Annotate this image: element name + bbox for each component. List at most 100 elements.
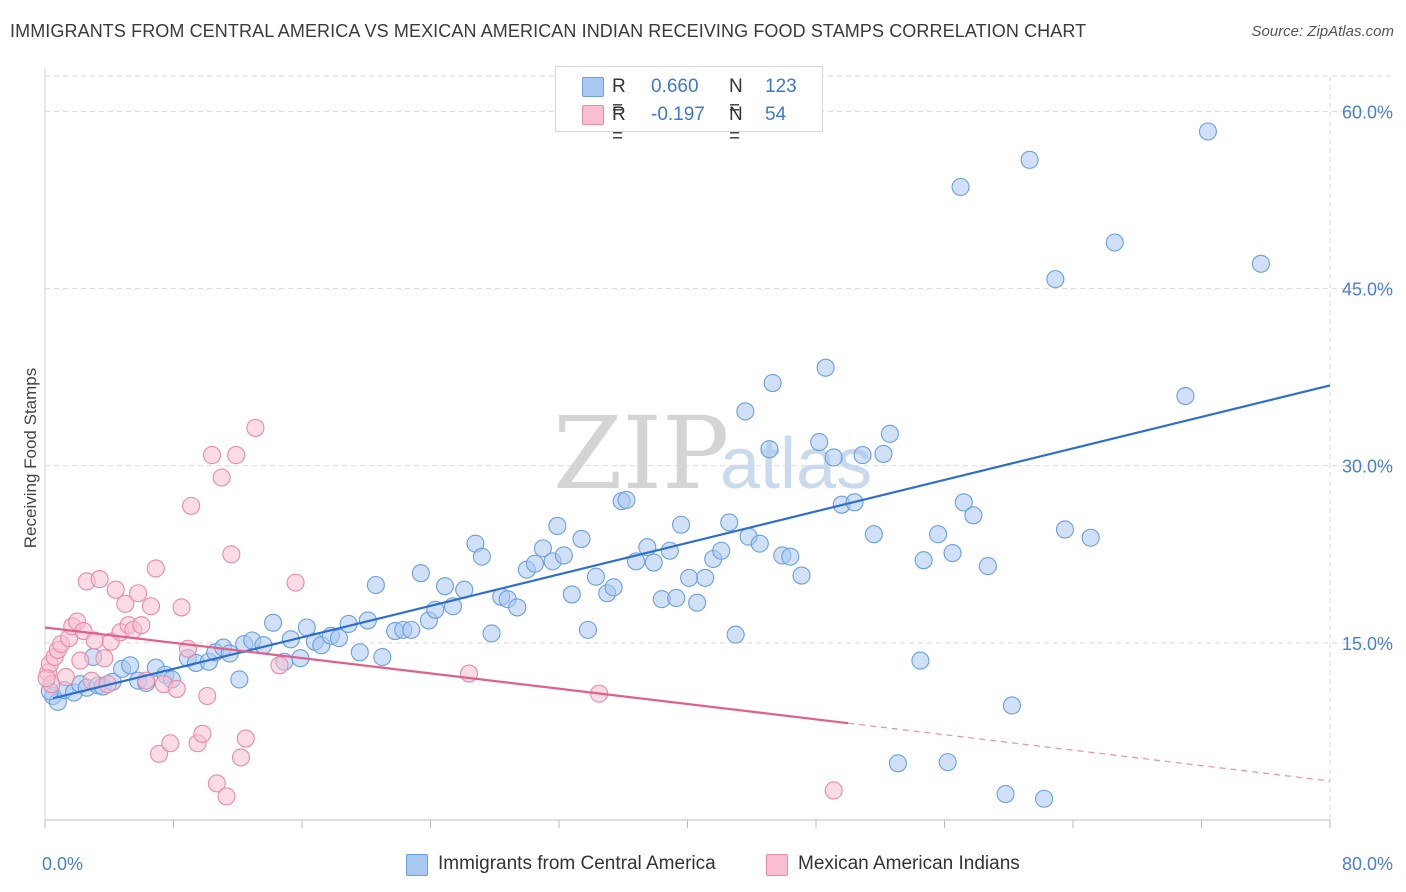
legend-n-label: N =	[729, 76, 743, 119]
data-point	[222, 545, 241, 564]
data-point	[554, 546, 573, 565]
data-point	[1020, 150, 1039, 169]
data-point	[996, 784, 1015, 804]
data-point	[270, 656, 289, 675]
bottom-legend-label: Immigrants from Central America	[438, 853, 716, 874]
legend-n-value: 54	[765, 104, 787, 125]
data-point	[951, 177, 970, 197]
y-tick-label: 15.0%	[1342, 634, 1393, 654]
legend-swatch-pink	[582, 105, 604, 125]
data-point	[90, 570, 109, 589]
data-point	[824, 781, 843, 800]
data-point	[533, 539, 552, 558]
data-point	[172, 598, 191, 617]
x-tick-label-max: 80.0%	[1342, 854, 1393, 874]
data-point	[680, 568, 699, 587]
data-point	[37, 669, 56, 688]
data-point	[129, 584, 148, 603]
data-point	[1046, 270, 1065, 289]
data-point	[720, 513, 739, 532]
data-point	[373, 647, 392, 667]
data-point	[141, 597, 161, 616]
series-central-america-points	[40, 122, 1270, 808]
data-point	[71, 651, 90, 670]
series-mexican-american-indian-points	[37, 418, 843, 806]
data-point	[193, 724, 212, 743]
watermark-atlas: atlas	[720, 424, 872, 504]
legend-r-label: R =	[612, 104, 626, 147]
legend-r-label: R =	[612, 76, 626, 119]
legend-n-value: 123	[765, 76, 797, 97]
data-point	[938, 753, 957, 772]
trend-line-mexican-american-indians	[44, 626, 849, 725]
data-point	[329, 629, 348, 648]
data-point	[572, 529, 591, 548]
y-axis-label: Receiving Food Stamps	[21, 368, 40, 548]
bottom-legend-label: Mexican American Indians	[798, 853, 1020, 874]
data-point	[763, 373, 782, 393]
data-point	[146, 559, 165, 578]
data-point	[1251, 254, 1270, 273]
data-point	[864, 525, 883, 544]
data-point	[781, 547, 800, 566]
data-point	[203, 446, 222, 465]
data-point	[132, 616, 151, 635]
data-point	[943, 544, 962, 563]
legend-n-label: N =	[729, 104, 743, 147]
legend-r-value: -0.197	[651, 104, 705, 125]
data-point	[562, 585, 581, 604]
trend-lines	[44, 384, 1331, 782]
data-point	[350, 643, 369, 662]
data-point	[1081, 528, 1100, 547]
data-point	[56, 668, 75, 687]
data-point	[264, 613, 283, 632]
data-point	[617, 490, 636, 510]
data-point	[472, 547, 491, 566]
data-point	[508, 598, 527, 617]
data-point	[644, 553, 663, 572]
grid-lines	[45, 75, 1395, 820]
data-point	[230, 670, 249, 689]
data-point	[874, 444, 893, 463]
data-point	[978, 557, 997, 576]
y-tick-label: 60.0%	[1342, 102, 1393, 122]
data-point	[1035, 789, 1054, 808]
data-point	[1055, 520, 1075, 539]
data-point	[286, 573, 305, 592]
data-point	[106, 580, 125, 599]
data-point	[586, 567, 605, 586]
data-point	[1198, 122, 1217, 141]
watermark-zip: ZIP	[553, 395, 729, 512]
data-point	[231, 748, 251, 767]
data-point	[964, 506, 983, 525]
y-tick-label: 30.0%	[1342, 457, 1393, 477]
data-point	[402, 620, 421, 639]
legend-swatch-blue	[582, 77, 604, 97]
trend-line-extension-mexican-american-indians	[848, 722, 1331, 782]
y-tick-label: 45.0%	[1342, 280, 1393, 300]
data-point	[736, 402, 755, 421]
correlation-legend: R = 0.660 N = 123 R = -0.197 N = 54	[555, 66, 823, 147]
data-point	[217, 787, 236, 806]
data-point	[548, 516, 567, 535]
data-point	[853, 446, 872, 465]
data-point	[880, 424, 899, 443]
data-point	[810, 433, 829, 452]
data-point	[161, 734, 180, 753]
data-point	[911, 651, 930, 670]
data-point	[149, 744, 169, 763]
data-point	[688, 593, 707, 612]
data-point	[672, 515, 691, 534]
legend-r-value: 0.660	[651, 76, 699, 97]
bottom-legend-swatch-blue	[406, 854, 428, 876]
watermark: ZIP atlas	[553, 395, 872, 512]
x-tick-labels: 0.0% 80.0%	[42, 854, 1393, 874]
data-point	[246, 418, 265, 437]
x-tick-label-min: 0.0%	[42, 854, 83, 874]
data-point	[667, 588, 686, 608]
data-point	[816, 358, 835, 377]
source-credit: Source: ZipAtlas.com	[1251, 23, 1394, 40]
data-point	[116, 594, 135, 613]
data-point	[212, 468, 231, 487]
